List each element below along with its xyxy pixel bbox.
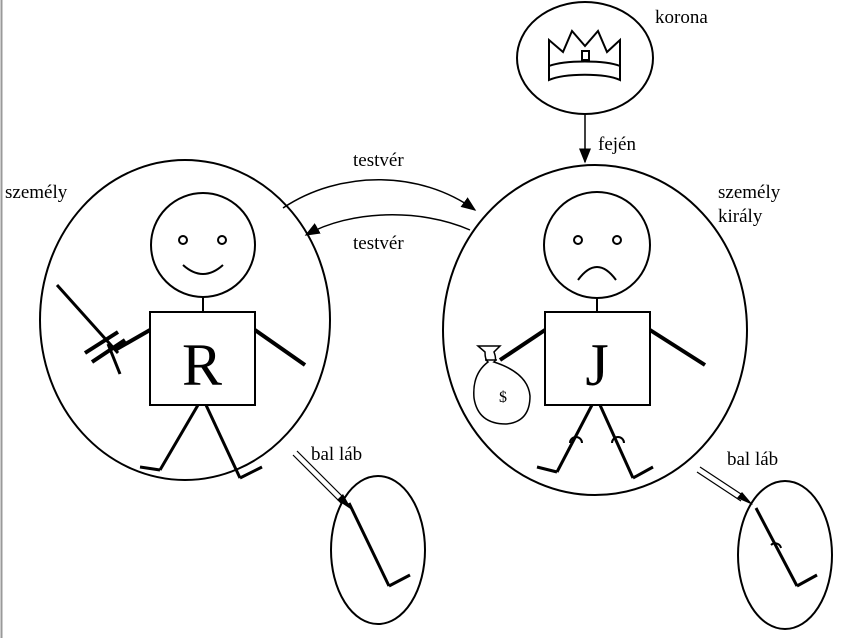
richard-stick-figure: R <box>55 192 307 480</box>
richard-left-eye <box>178 235 188 245</box>
brother-arrow-top <box>282 179 477 211</box>
john-left-leg-node <box>737 480 833 630</box>
john-right-arm <box>648 328 707 367</box>
crown-icon <box>548 29 621 82</box>
richard-node: személy R <box>5 159 331 481</box>
john-left-foot <box>536 465 558 474</box>
john-left-leg-arrow <box>696 466 753 505</box>
john-ellipse <box>442 164 748 496</box>
brother-label-bottom: testvér <box>353 233 404 254</box>
john-type-label-2: király <box>718 206 763 227</box>
richard-left-leg-label: bal láb <box>311 444 362 465</box>
john-frown <box>577 266 617 281</box>
john-node: személy király J $ <box>442 164 781 496</box>
crown-node: korona <box>516 1 708 115</box>
richard-right-eye <box>217 235 227 245</box>
crown-ellipse <box>516 1 654 115</box>
john-left-leg-label: bal láb <box>727 449 778 470</box>
brother-arrow-bottom <box>304 214 471 236</box>
richard-left-leg <box>158 404 200 471</box>
richard-leg-line <box>347 502 391 587</box>
richard-letter: R <box>182 332 222 398</box>
john-right-leg <box>598 404 635 479</box>
john-left-eye <box>573 235 583 245</box>
richard-ellipse <box>39 159 331 481</box>
john-head <box>543 191 651 299</box>
richard-right-leg <box>204 404 242 479</box>
john-leg-line <box>754 507 799 587</box>
john-body <box>544 311 651 406</box>
john-right-knee <box>611 436 625 444</box>
john-letter: J <box>585 332 608 398</box>
richard-left-foot <box>139 465 161 472</box>
richard-leg-ellipse <box>330 475 426 625</box>
john-left-leg <box>555 404 594 473</box>
richard-head <box>150 192 256 298</box>
john-left-arm <box>498 328 547 362</box>
moneybag-icon: $ <box>473 345 531 425</box>
on-head-label: fején <box>598 134 636 155</box>
richard-right-arm <box>253 328 307 367</box>
richard-type-label: személy <box>5 182 68 203</box>
sword-icon <box>55 283 127 375</box>
john-right-foot <box>632 465 654 480</box>
richard-smile <box>182 264 224 275</box>
richard-left-arm <box>114 328 151 352</box>
richard-right-foot <box>239 465 263 480</box>
moneybag-dollar: $ <box>499 389 507 406</box>
john-leg-ellipse <box>737 480 833 630</box>
john-right-eye <box>612 235 622 245</box>
john-stick-figure: J $ <box>473 191 707 480</box>
john-foot-line <box>796 573 818 588</box>
crown-label: korona <box>655 7 708 28</box>
richard-body <box>149 311 256 406</box>
john-leg-knee <box>770 542 782 549</box>
richard-left-leg-arrow <box>292 450 352 510</box>
brother-label-top: testvér <box>353 150 404 171</box>
john-type-label-1: személy <box>718 182 781 203</box>
john-left-knee <box>569 436 583 444</box>
richard-left-leg-node <box>330 475 426 625</box>
richard-foot-line <box>388 573 411 588</box>
